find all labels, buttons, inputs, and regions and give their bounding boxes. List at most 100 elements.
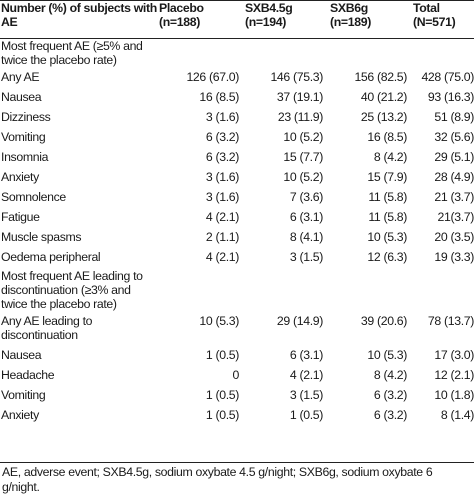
total-cell: 21 (3.7) (434, 190, 474, 204)
sxb6-cell: 8 (4.2) (373, 368, 407, 382)
table-row: Vomiting 1 (0.5) 3 (1.5) 6 (3.2) 10 (1.8) (0, 385, 474, 405)
row-label: Anxiety (1, 170, 39, 184)
section1-label: Most frequent AE (≥5% and twice the plac… (1, 39, 143, 67)
row-label: Dizziness (1, 110, 51, 124)
sxb6-cell: 6 (3.2) (373, 388, 407, 402)
sxb45-cell: 8 (4.1) (289, 230, 323, 244)
placebo-cell: 3 (1.6) (205, 190, 239, 204)
sxb6-cell: 6 (3.2) (373, 408, 407, 422)
table-row: Nausea 1 (0.5) 6 (3.1) 10 (5.3) 17 (3.0) (0, 345, 474, 365)
placebo-cell: 6 (3.2) (205, 130, 239, 144)
total-cell: 28 (4.9) (434, 170, 474, 184)
sxb6-cell: 11 (5.8) (368, 210, 407, 224)
sxb6-cell: 16 (8.5) (367, 130, 407, 144)
sxb45-cell: 3 (1.5) (289, 250, 323, 264)
header-rule (0, 38, 474, 39)
top-rule (0, 0, 474, 1)
sxb45-cell: 23 (11.9) (277, 110, 324, 124)
sxb6-cell: 156 (82.5) (354, 70, 407, 84)
total-cell: 10 (1.8) (434, 388, 474, 402)
table-row: Anxiety 3 (1.6) 10 (5.2) 15 (7.9) 28 (4.9) (0, 167, 474, 187)
row-label: Headache (1, 368, 55, 382)
placebo-cell: 3 (1.6) (205, 110, 239, 124)
bottom-rule (0, 462, 474, 463)
row-label: Any AE (1, 70, 40, 84)
row-label: Vomiting (1, 130, 46, 144)
sxb45-cell: 3 (1.5) (289, 388, 323, 402)
row-label: Oedema peripheral (1, 250, 101, 264)
total-cell: 20 (3.5) (434, 230, 474, 244)
total-cell: 51 (8.9) (434, 110, 474, 124)
sxb45-cell: 6 (3.1) (289, 210, 323, 224)
total-cell: 21(3.7) (437, 210, 474, 224)
placebo-cell: 2 (1.1) (205, 230, 239, 244)
sxb6-cell: 40 (21.2) (360, 90, 407, 104)
row-label: Vomiting (1, 388, 46, 402)
total-cell: 8 (1.4) (440, 408, 474, 422)
row-label: Nausea (1, 348, 42, 362)
table-row: Any AE leading to discontinuation 10 (5.3… (0, 311, 474, 345)
section-heading-row: Most frequent AE (≥5% and twice the plac… (0, 37, 474, 67)
header-row: Number (%) of subjects with AE Placebo (n… (0, 1, 474, 37)
row-label: Fatigue (1, 210, 40, 224)
placebo-cell: 10 (5.3) (199, 314, 239, 328)
placebo-cell: 0 (232, 368, 240, 382)
row-label: Nausea (1, 90, 42, 104)
sxb6-cell: 11 (5.8) (368, 190, 407, 204)
section-heading-row: Most frequent AE leading to discontinuat… (0, 267, 474, 311)
total-cell: 428 (75.0) (421, 70, 474, 84)
total-cell: 12 (2.1) (434, 368, 474, 382)
row-label: Somnolence (1, 190, 66, 204)
total-cell: 32 (5.6) (434, 130, 474, 144)
header-placebo: Placebo (n=188) (159, 1, 204, 29)
sxb45-cell: 10 (5.2) (283, 130, 323, 144)
table-row: Nausea 16 (8.5) 37 (19.1) 40 (21.2) 93 (16.3… (0, 87, 474, 107)
table-row: Headache 0 4 (2.1) 8 (4.2) 12 (2.1) (0, 365, 474, 385)
sxb45-cell: 146 (75.3) (270, 70, 323, 84)
table-row: Any AE 126 (67.0) 146 (75.3) 156 (82.5) 428 … (0, 67, 474, 87)
sxb45-cell: 7 (3.6) (289, 190, 323, 204)
sxb45-cell: 37 (19.1) (276, 90, 323, 104)
sxb6-cell: 12 (6.3) (367, 250, 407, 264)
row-label: Insomnia (1, 150, 49, 164)
row-label: Muscle spasms (1, 230, 82, 244)
sxb45-cell: 4 (2.1) (289, 368, 323, 382)
placebo-cell: 1 (0.5) (205, 348, 239, 362)
header-total: Total (N=571) (413, 1, 456, 29)
placebo-cell: 4 (2.1) (205, 210, 239, 224)
row-label: Any AE leading to discontinuation (1, 314, 93, 342)
placebo-cell: 1 (0.5) (205, 388, 239, 402)
total-cell: 78 (13.7) (427, 314, 474, 328)
sxb45-cell: 1 (0.5) (289, 408, 323, 422)
sxb6-cell: 10 (5.3) (367, 348, 407, 362)
placebo-cell: 1 (0.5) (205, 408, 239, 422)
header-sxb6: SXB6g (n=189) (330, 1, 371, 29)
sxb6-cell: 8 (4.2) (373, 150, 407, 164)
total-cell: 93 (16.3) (427, 90, 474, 104)
placebo-cell: 126 (67.0) (186, 70, 239, 84)
table-footnote: AE, adverse event; SXB4.5g, sodium oxyba… (2, 465, 433, 494)
placebo-cell: 6 (3.2) (205, 150, 239, 164)
table-row: Vomiting 6 (3.2) 10 (5.2) 16 (8.5) 32 (5.6) (0, 127, 474, 147)
total-cell: 19 (3.3) (434, 250, 474, 264)
sxb6-cell: 25 (13.2) (360, 110, 407, 124)
table-row: Fatigue 4 (2.1) 6 (3.1) 11 (5.8) 21(3.7) (0, 207, 474, 227)
sxb45-cell: 10 (5.2) (283, 170, 323, 184)
adverse-events-table: Number (%) of subjects with AE Placebo (n… (0, 1, 474, 425)
table-row: Muscle spasms 2 (1.1) 8 (4.1) 10 (5.3) 20 (3… (0, 227, 474, 247)
table-row: Oedema peripheral 4 (2.1) 3 (1.5) 12 (6.3) 1… (0, 247, 474, 267)
header-sxb45: SXB4.5g (n=194) (245, 1, 293, 29)
table-row: Anxiety 1 (0.5) 1 (0.5) 6 (3.2) 8 (1.4) (0, 405, 474, 425)
sxb6-cell: 10 (5.3) (367, 230, 407, 244)
sxb6-cell: 15 (7.9) (367, 170, 407, 184)
table-row: Dizziness 3 (1.6) 23 (11.9) 25 (13.2) 51 (8.… (0, 107, 474, 127)
sxb45-cell: 6 (3.1) (289, 348, 323, 362)
placebo-cell: 3 (1.6) (205, 170, 239, 184)
header-subjects: Number (%) of subjects with AE (1, 1, 157, 29)
total-cell: 29 (5.1) (434, 150, 474, 164)
table-row: Somnolence 3 (1.6) 7 (3.6) 11 (5.8) 21 (3.7) (0, 187, 474, 207)
placebo-cell: 16 (8.5) (199, 90, 239, 104)
table-row: Insomnia 6 (3.2) 15 (7.7) 8 (4.2) 29 (5.1) (0, 147, 474, 167)
sxb6-cell: 39 (20.6) (360, 314, 407, 328)
